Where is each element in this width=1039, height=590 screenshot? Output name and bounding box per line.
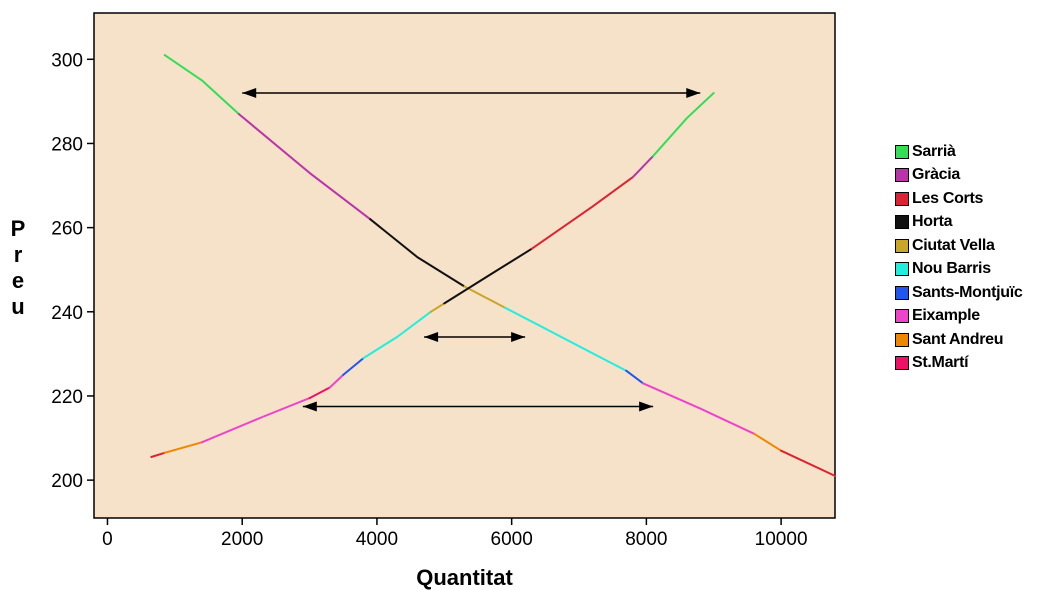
double-arrow: [242, 87, 701, 98]
x-axis: 0 2000 4000 6000 8000 10000: [102, 518, 808, 550]
x-tick-label: 8000: [625, 529, 667, 550]
x-tick-label: 2000: [221, 529, 263, 550]
demand-curve-segment: [753, 432, 783, 452]
legend-label: Sants-Montjuïc: [912, 283, 1023, 301]
legend: Sarrià Gràcia Les Corts Horta Ciutat Vella No…: [895, 140, 1023, 376]
legend-swatch: [895, 309, 909, 324]
legend-swatch: [895, 262, 909, 277]
y-tick-label: 260: [51, 219, 83, 240]
supply-curve-segment: [342, 357, 365, 376]
legend-item: Eixample: [895, 305, 1022, 329]
legend-item: St.Martí: [895, 352, 1022, 376]
legend-label: Ciutat Vella: [912, 236, 995, 254]
demand-curve-segment: [503, 306, 628, 372]
supply-curve-segment: [308, 386, 331, 400]
legend-swatch: [895, 285, 909, 300]
demand-curve-segment: [642, 382, 756, 435]
supply-curve-segment: [200, 397, 311, 444]
supply-curve-segment: [631, 155, 655, 179]
supply-curve-segment: [429, 302, 446, 313]
y-tick-label: 280: [51, 134, 83, 155]
supply-curve-segment: [530, 176, 634, 250]
legend-swatch: [895, 191, 909, 206]
x-tick-label: 0: [102, 529, 113, 550]
series-layer: [150, 54, 836, 477]
double-arrow: [302, 401, 654, 412]
x-tick-label: 4000: [356, 529, 398, 550]
supply-curve-segment: [362, 310, 432, 360]
y-tick-label: 300: [51, 50, 83, 71]
legend-label: Eixample: [912, 307, 980, 325]
annotation-layer: [242, 87, 701, 412]
legend-item: Sant Andreu: [895, 328, 1022, 352]
demand-curve-segment: [237, 113, 372, 221]
y-axis: 200 220 240 260 280 300: [51, 50, 94, 492]
x-tick-label: 6000: [491, 529, 533, 550]
y-tick-label: 240: [51, 303, 83, 324]
legend-label: Les Corts: [912, 189, 984, 207]
legend-label: Sarrià: [912, 142, 956, 160]
supply-curve-segment: [150, 451, 166, 458]
x-axis-title: Quantitat: [416, 565, 513, 590]
double-arrow: [424, 332, 526, 343]
legend-item: Gràcia: [895, 164, 1022, 188]
y-tick-label: 220: [51, 387, 83, 408]
demand-curve-segment: [625, 369, 644, 385]
legend-label: Nou Barris: [912, 260, 991, 278]
legend-swatch: [895, 144, 909, 159]
supply-curve-segment: [443, 247, 533, 305]
legend-label: Gràcia: [912, 166, 961, 184]
legend-swatch: [895, 168, 909, 183]
demand-curve-segment: [369, 218, 466, 288]
x-tick-label: 10000: [755, 529, 808, 550]
demand-curve-segment: [463, 285, 506, 309]
supply-curve-segment: [652, 92, 715, 158]
legend-item: Sarrià: [895, 140, 1022, 164]
supply-curve-segment: [328, 373, 345, 389]
legend-item: Nou Barris: [895, 258, 1022, 282]
supply-curve-segment: [163, 441, 203, 454]
legend-swatch: [895, 332, 909, 347]
legend-item: Les Corts: [895, 187, 1022, 211]
legend-item: Sants-Montjuïc: [895, 281, 1023, 305]
demand-curve-segment: [163, 54, 240, 115]
legend-label: Sant Andreu: [912, 330, 1004, 348]
legend-swatch: [895, 356, 909, 371]
legend-swatch: [895, 238, 909, 253]
plot-area: [93, 12, 836, 519]
legend-item: Horta: [895, 211, 1022, 235]
legend-item: Ciutat Vella: [895, 234, 1022, 258]
legend-label: St.Martí: [912, 354, 969, 372]
demand-curve-segment: [780, 449, 836, 477]
legend-swatch: [895, 215, 909, 230]
legend-label: Horta: [912, 213, 953, 231]
y-tick-label: 200: [51, 471, 83, 492]
